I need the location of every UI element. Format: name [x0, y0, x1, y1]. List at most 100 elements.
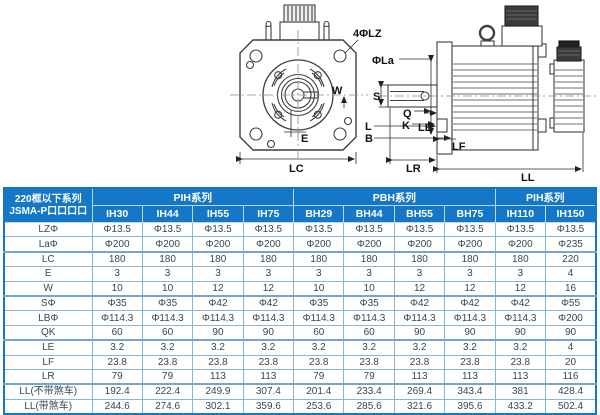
spec-value-cell: 23.8 — [444, 354, 496, 370]
front-connector — [279, 4, 320, 41]
dimension-drawing: 4ΦLZ ΦLa W E LC — [0, 0, 600, 192]
spec-value-cell: 23.8 — [141, 354, 194, 370]
front-view — [230, 4, 368, 160]
spec-value-cell: 90 — [494, 324, 547, 341]
spec-value-cell: 12 — [393, 280, 446, 297]
spec-value-cell: Φ114.3 — [242, 310, 295, 326]
table-row: LF 23.8 23.8 23.8 23.8 23.8 23.8 23.8 23.8 23.8 20 — [3, 354, 597, 370]
spec-value-cell: 79 — [343, 368, 395, 385]
dim-label-le: LE — [418, 122, 432, 134]
spec-value-cell: Φ114.3 — [141, 310, 194, 326]
dim-label-ll: LL — [521, 172, 535, 184]
spec-value-cell: 90 — [393, 324, 446, 341]
table-row: SΦ Φ35 Φ35 Φ42 Φ42 Φ35 Φ35 Φ42 Φ42 Φ42 Φ55 — [3, 294, 597, 312]
spec-value-cell: 233.4 — [343, 383, 395, 400]
spec-value-cell: 3 — [343, 266, 395, 282]
spec-value-cell: 433.2 — [494, 398, 547, 415]
spec-value-cell: Φ42 — [444, 294, 496, 312]
spec-value-cell: Φ35 — [141, 294, 194, 312]
corner-hole — [333, 127, 347, 141]
spec-value-cell: 10 — [91, 280, 143, 297]
spec-value-cell: 274.6 — [141, 398, 194, 415]
spec-value-cell: Φ13.5 — [444, 221, 496, 238]
spec-value-cell: 10 — [343, 280, 395, 297]
spec-value-cell: Φ13.5 — [91, 221, 143, 238]
spec-value-cell: Φ200 — [393, 236, 446, 253]
spec-value-cell: Φ35 — [91, 294, 143, 312]
spec-value-cell: Φ55 — [545, 294, 597, 312]
spec-value-cell: 60 — [91, 324, 143, 341]
body-fins — [453, 63, 537, 131]
spec-value-cell: 222.4 — [141, 383, 194, 400]
spec-value-cell: Φ114.3 — [343, 310, 395, 326]
spec-value-cell: 23.8 — [343, 354, 395, 370]
eyebolt — [478, 24, 496, 47]
table-row: LBΦ Φ114.3 Φ114.3 Φ114.3 Φ114.3 Φ114.3 Φ114.3 Φ… — [3, 310, 597, 326]
spec-value-cell: Φ114.3 — [444, 310, 496, 326]
front-dimensions — [236, 39, 359, 164]
spec-value-cell: Φ13.5 — [545, 221, 597, 238]
dim-label-l: L — [365, 121, 372, 133]
spec-value-cell: Φ235 — [545, 236, 597, 253]
table-row: W 10 10 12 12 10 10 12 12 12 16 — [3, 280, 597, 297]
spec-value-cell: Φ200 — [242, 236, 295, 253]
series-group-header-0: PIH系列 — [91, 187, 295, 206]
small-screw — [266, 139, 276, 149]
spec-value-cell: 60 — [141, 324, 194, 341]
spec-value-cell: 3 — [192, 266, 244, 282]
spec-value-cell: 321.6 — [393, 398, 446, 415]
series-group-header-1: PBH系列 — [293, 187, 496, 206]
row-label: LZΦ — [3, 221, 93, 238]
spec-value-cell: Φ42 — [192, 294, 244, 312]
row-label: LC — [3, 250, 93, 268]
spec-value-cell: Φ200 — [545, 310, 597, 326]
spec-value-cell: 12 — [242, 280, 295, 297]
small-screw — [245, 60, 255, 70]
spec-value-cell: 180 — [91, 250, 143, 268]
spec-value-cell: 113 — [494, 368, 547, 385]
corner-header: 220框以下系列 JSMA-P口口口口 — [3, 187, 93, 223]
spec-value-cell: 79 — [141, 368, 194, 385]
model-header-row: IH30 IH44 IH55 IH75 BH29 BH44 BH55 BH75 IH110 IH1… — [4, 205, 597, 223]
spec-value-cell: 3.2 — [91, 339, 143, 356]
spec-value-cell: 4 — [545, 266, 597, 282]
dim-label-s: S — [373, 91, 380, 103]
spec-value-cell: Φ13.5 — [343, 221, 395, 238]
spec-value-cell: Φ114.3 — [192, 310, 244, 326]
spec-value-cell: 3.2 — [242, 339, 295, 356]
spec-value-cell: 10 — [293, 280, 345, 297]
table-row: LaΦ Φ200 Φ200 Φ200 Φ200 Φ200 Φ200 Φ200 Φ200 Φ200 Φ… — [3, 236, 597, 253]
table-row: LL(带煞车) 244.6 274.6 302.1 359.6 253.6 285.6 321… — [3, 398, 597, 415]
dim-label-b: B — [365, 133, 373, 145]
row-label: LL(带煞车) — [3, 398, 93, 415]
corner-header-line1: 220框以下系列 — [14, 193, 82, 205]
spec-value-cell: 343.4 — [444, 383, 496, 400]
spec-value-cell: 192.4 — [91, 383, 143, 400]
bolt-circle-screw — [313, 110, 322, 119]
spec-value-cell: Φ200 — [141, 236, 194, 253]
spec-value-cell: 249.9 — [192, 383, 244, 400]
front-centerlines — [230, 30, 368, 160]
row-label: E — [3, 266, 93, 282]
spec-value-cell: Φ200 — [293, 236, 345, 253]
spec-value-cell: 3.2 — [444, 339, 496, 356]
spec-value-cell: 502.4 — [545, 398, 597, 415]
power-connector — [501, 5, 543, 47]
spec-value-cell: 3 — [242, 266, 295, 282]
spec-value-cell: 79 — [91, 368, 143, 385]
dim-label-k: K — [402, 120, 410, 132]
spec-value-cell: 381 — [494, 383, 547, 400]
spec-value-cell: 12 — [494, 280, 547, 297]
model-header-ih55: IH55 — [192, 205, 244, 223]
dim-label-lf: LF — [452, 141, 466, 153]
spec-value-cell: 3 — [393, 266, 446, 282]
small-screw — [343, 116, 353, 126]
spec-value-cell: 201.4 — [293, 383, 345, 400]
motor-body — [451, 45, 539, 151]
series-group-header-2: PIH系列 — [494, 187, 597, 206]
spec-value-cell: 90 — [192, 324, 244, 341]
spec-value-cell: 285.6 — [343, 398, 395, 415]
model-header-bh75: BH75 — [444, 205, 496, 223]
spec-table-body: LZΦ Φ13.5 Φ13.5 Φ13.5 Φ13.5 Φ13.5 Φ13.5 Φ13.5 Φ1… — [3, 221, 597, 415]
